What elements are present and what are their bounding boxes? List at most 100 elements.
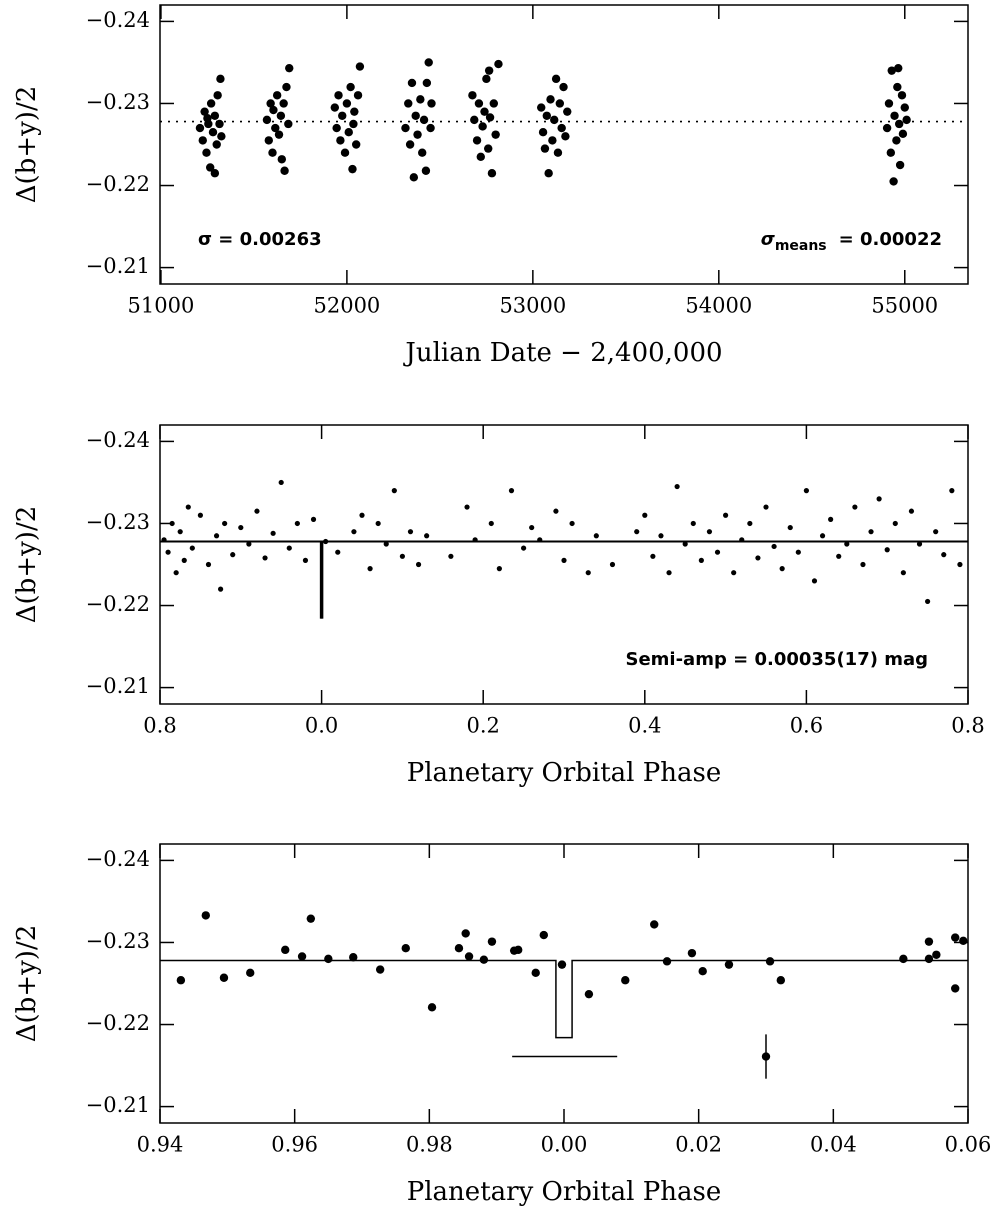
data-point [811, 578, 818, 584]
x-tick-label: 52000 [313, 294, 380, 318]
data-point [747, 520, 753, 527]
data-point [344, 127, 353, 137]
y-tick-label: −0.23 [86, 510, 150, 534]
data-point [739, 537, 745, 543]
y-axis-title: Δ(b+y)/2 [12, 506, 42, 623]
data-point [208, 127, 218, 137]
data-point [422, 78, 432, 88]
data-point [951, 933, 960, 942]
data-point [427, 99, 436, 108]
data-point [470, 115, 479, 125]
y-tick-label: −0.22 [86, 592, 150, 616]
data-point [169, 520, 175, 527]
data-point [185, 504, 191, 510]
data-point [342, 99, 352, 108]
data-point [411, 111, 420, 120]
data-point [419, 115, 429, 125]
data-point [350, 107, 359, 116]
data-point [210, 169, 220, 178]
x-tick-label: 0.2 [466, 714, 499, 738]
data-point [195, 123, 205, 133]
data-point [894, 119, 904, 129]
data-point [551, 74, 561, 84]
x-tick-label: 0.06 [945, 1133, 992, 1157]
x-tick-label: 0.4 [628, 714, 661, 738]
data-point [890, 111, 899, 120]
data-point [464, 504, 470, 510]
data-point [279, 99, 288, 108]
data-point [310, 516, 317, 522]
data-point [485, 113, 495, 122]
data-point [324, 954, 333, 964]
data-point [285, 63, 294, 73]
data-point [924, 937, 934, 946]
data-point [698, 966, 707, 976]
data-point [916, 541, 923, 547]
data-point [161, 537, 167, 543]
data-point [933, 529, 939, 535]
data-point [222, 520, 228, 527]
data-point [550, 115, 559, 125]
data-point [819, 533, 826, 539]
data-point [218, 586, 224, 592]
data-point [427, 1003, 437, 1012]
data-point [868, 529, 874, 535]
data-point [529, 524, 535, 531]
data-point [206, 99, 216, 108]
data-point [355, 62, 365, 71]
data-point [277, 155, 287, 164]
data-point [383, 541, 389, 547]
data-point [270, 530, 276, 536]
annotation-text: σ = 0.00263 [198, 229, 322, 250]
data-point [349, 119, 358, 129]
data-point [894, 63, 903, 73]
data-point [206, 163, 215, 172]
data-point [787, 524, 793, 531]
data-point [609, 561, 616, 568]
x-tick-label: 0.00 [541, 1133, 588, 1157]
data-point [418, 148, 427, 157]
data-point [266, 99, 275, 108]
data-point [514, 945, 523, 955]
error-point [761, 1052, 771, 1061]
data-point [889, 177, 898, 186]
data-point [332, 123, 341, 133]
data-point [893, 82, 902, 92]
data-point [900, 570, 906, 576]
data-point [714, 549, 721, 555]
x-axis-title: Planetary Orbital Phase [407, 758, 721, 788]
data-point [892, 136, 901, 145]
data-point [899, 954, 908, 964]
data-point [884, 99, 894, 108]
data-point [690, 520, 696, 527]
data-point [375, 965, 385, 974]
data-point [569, 520, 575, 527]
data-point [340, 148, 350, 157]
annotation: σmeans = 0.00022 [761, 229, 942, 254]
data-point [496, 566, 502, 572]
data-point [765, 957, 775, 966]
data-point [351, 529, 357, 535]
data-point [424, 58, 433, 67]
data-point [421, 166, 431, 175]
data-point [489, 99, 498, 108]
annotation-text: Semi-amp = 0.00035(17) mag [625, 649, 928, 670]
data-point [212, 140, 221, 149]
data-point [531, 968, 540, 978]
data-point [334, 91, 343, 100]
data-point [487, 937, 497, 946]
data-point [176, 976, 186, 985]
data-point [468, 91, 477, 100]
data-point [724, 960, 734, 969]
data-point [561, 557, 567, 563]
data-point [925, 598, 931, 605]
y-tick-label: −0.22 [86, 1011, 150, 1035]
data-point [351, 140, 361, 149]
data-point [860, 561, 866, 568]
data-point [755, 555, 761, 561]
data-point [202, 148, 211, 157]
annotation-text: σ [761, 229, 776, 250]
data-point [404, 99, 413, 108]
y-tick-label: −0.21 [86, 674, 150, 698]
